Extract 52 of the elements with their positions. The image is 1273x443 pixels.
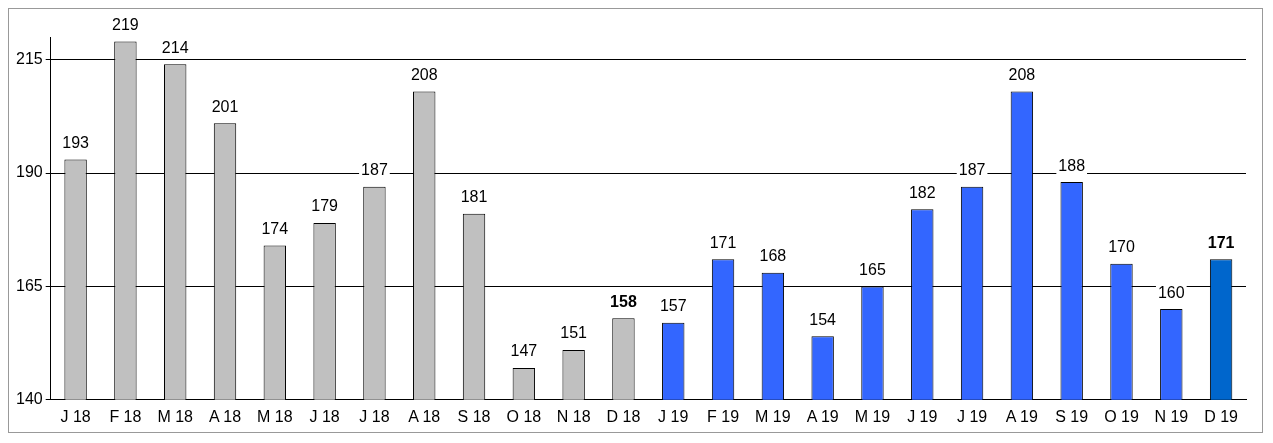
data-label: 171 [1207, 233, 1235, 251]
data-label: 208 [410, 65, 438, 83]
x-tick-label: O 18 [506, 407, 542, 425]
data-label: 151 [560, 324, 588, 342]
x-tick-label: N 19 [1154, 407, 1189, 425]
x-tick-label: J 19 [956, 407, 988, 425]
data-label: 160 [1157, 283, 1185, 301]
data-label: 214 [161, 38, 189, 56]
x-tick-label: S 18 [457, 407, 491, 425]
data-label: 165 [859, 260, 886, 278]
data-label: 179 [311, 197, 339, 215]
data-label: 170 [1108, 238, 1135, 256]
x-tick-label: F 19 [707, 407, 740, 425]
x-tick-label: J 18 [309, 407, 340, 425]
x-tick-label: A 18 [408, 407, 441, 425]
data-label: 171 [709, 233, 737, 251]
data-label: 219 [112, 15, 139, 33]
data-label: 174 [261, 220, 289, 238]
x-tick-label: M 19 [854, 407, 891, 425]
y-tick-label: 190 [15, 163, 43, 181]
data-label: 154 [809, 310, 837, 328]
x-tick-label: D 18 [606, 407, 641, 425]
x-tick-label: O 19 [1104, 407, 1139, 425]
data-label: 187 [361, 161, 388, 179]
y-tick-label: 165 [15, 276, 43, 294]
x-tick-label: M 18 [157, 407, 194, 425]
x-tick-label: D 19 [1204, 407, 1239, 425]
y-tick-label: 215 [15, 50, 43, 68]
x-tick-label: F 18 [109, 407, 142, 425]
x-tick-label: A 18 [208, 407, 242, 425]
x-tick-label: J 19 [907, 407, 938, 425]
data-label: 201 [211, 97, 239, 115]
data-label: 208 [1008, 65, 1036, 83]
x-tick-label: A 19 [1005, 407, 1038, 425]
data-label: 182 [908, 183, 936, 201]
x-tick-label: A 19 [806, 407, 839, 425]
x-tick-label: J 18 [359, 407, 390, 425]
data-label: 147 [510, 342, 538, 360]
x-tick-label: N 18 [556, 407, 591, 425]
x-tick-label: M 19 [755, 407, 791, 425]
x-tick-label: M 18 [257, 407, 293, 425]
data-label: 168 [759, 247, 787, 265]
x-tick-label: J 18 [60, 407, 91, 425]
x-tick-label: S 19 [1055, 407, 1089, 425]
data-label: 188 [1058, 156, 1086, 174]
y-tick-label: 140 [15, 390, 43, 408]
data-label: 193 [62, 133, 90, 151]
x-tick-label: J 19 [658, 407, 689, 425]
data-label: 157 [659, 297, 687, 315]
data-label: 158 [610, 292, 637, 310]
data-label: 187 [958, 161, 986, 179]
data-label: 181 [460, 188, 488, 206]
